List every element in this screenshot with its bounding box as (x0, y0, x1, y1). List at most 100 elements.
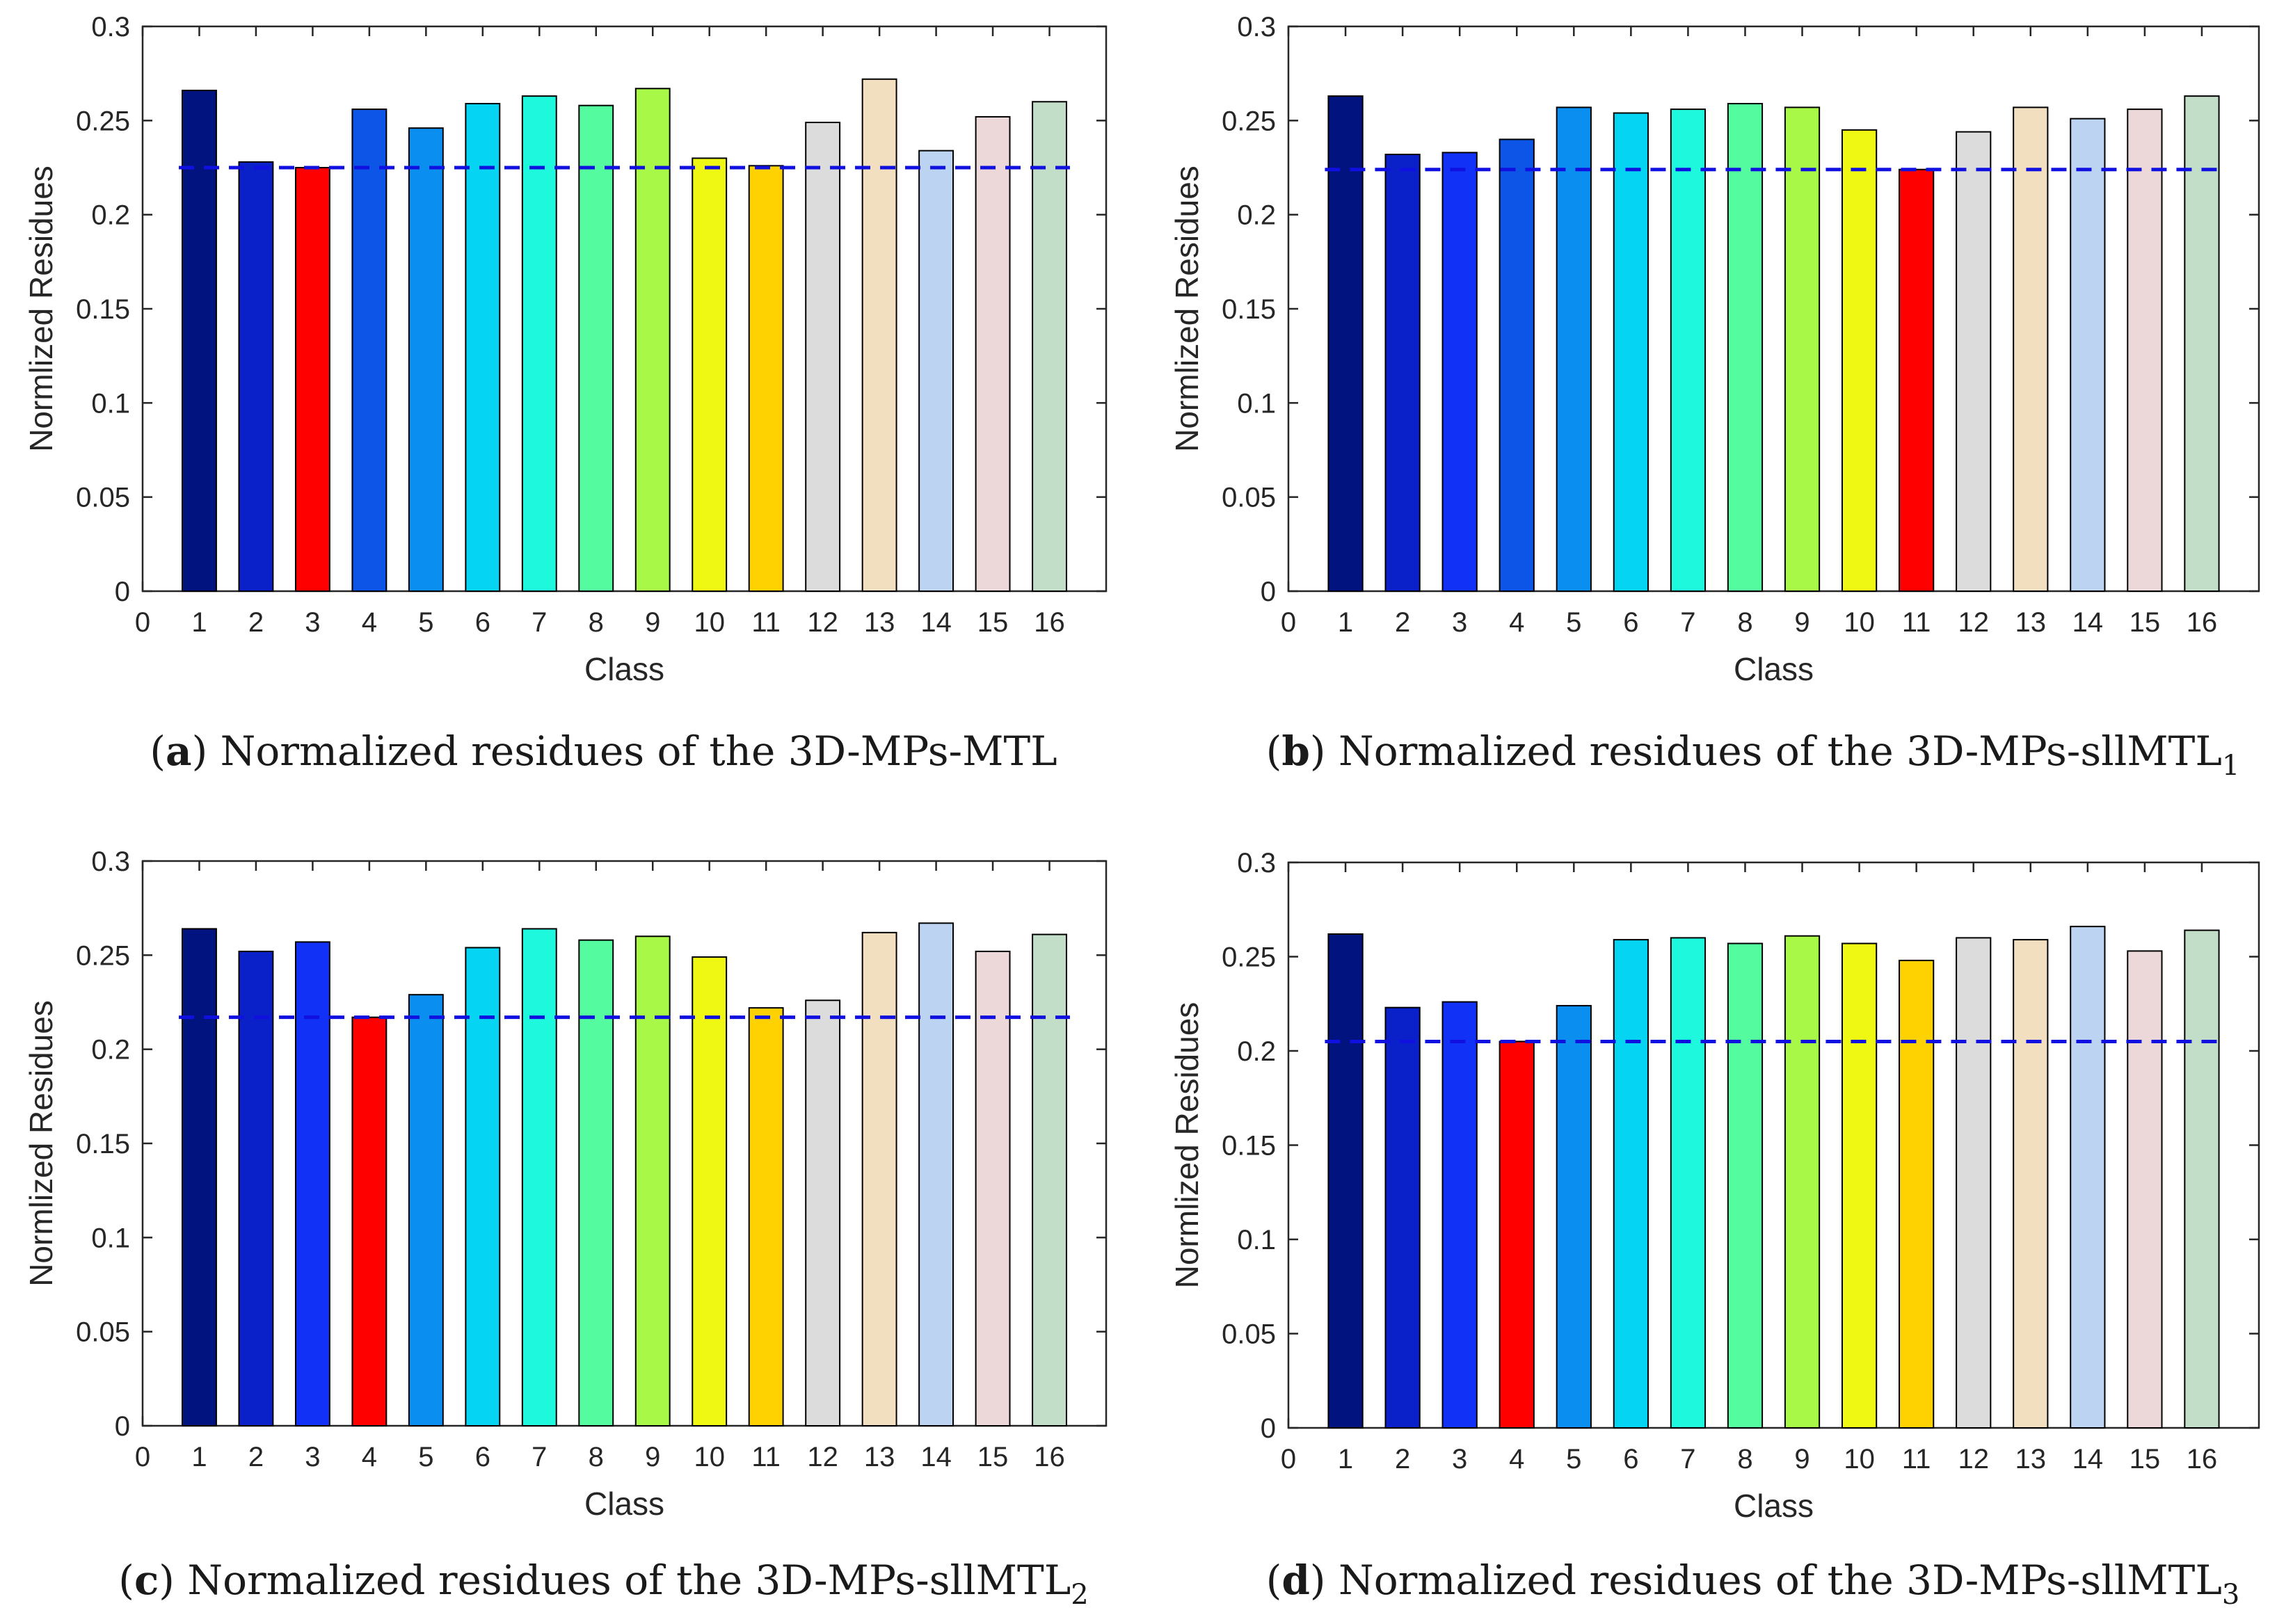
caption-panel-letter: b (1281, 727, 1310, 775)
bar-class-9 (1784, 935, 1821, 1429)
caption-paren-open: ( (1266, 1557, 1282, 1604)
x-tick-label: 12 (1958, 1444, 1989, 1474)
bar-class-11 (1899, 168, 1935, 592)
x-tick-label: 3 (1452, 1444, 1467, 1474)
panel-c: 00.050.10.150.20.250.30 1 2 3 4 5 6 7 8 9 10 11 12 13… (23, 846, 1108, 1611)
y-tick-label: 0.3 (1237, 12, 1276, 42)
x-tick-label: 1 (191, 1442, 207, 1472)
y-tick-label: 0.3 (91, 12, 130, 42)
bar-class-4 (351, 1016, 388, 1426)
plot-area (141, 860, 1108, 1427)
x-tick-label: 4 (1509, 1444, 1524, 1474)
y-tick-label: 0.15 (1222, 294, 1276, 325)
caption-paren-close: ) (1310, 1557, 1339, 1604)
bar-class-7 (1670, 937, 1707, 1429)
bar-class-12 (805, 122, 841, 593)
x-tick-label: 13 (2015, 607, 2047, 638)
bar-class-9 (1784, 106, 1821, 593)
x-tick-label: 7 (532, 1442, 547, 1472)
y-tick-label: 0.3 (91, 846, 130, 877)
y-tick-label: 0.2 (91, 1035, 130, 1066)
y-tick-label: 0 (1261, 1413, 1276, 1444)
plot-area (1287, 861, 2260, 1429)
x-tick-label: 12 (807, 607, 838, 638)
x-tick-label: 14 (920, 607, 952, 638)
x-axis-label: Class (1734, 651, 1814, 687)
bar-class-9 (634, 935, 671, 1427)
y-tick-label: 0.15 (76, 1129, 130, 1159)
bar-class-2 (238, 161, 274, 592)
y-tick-label: 0.2 (91, 200, 130, 231)
x-tick-label: 9 (1794, 1444, 1809, 1474)
caption-text: Normalized residues of the 3D-MPs-sllMTL (187, 1557, 1071, 1604)
x-tick-label: 2 (248, 607, 264, 638)
bar-class-3 (1441, 152, 1478, 592)
y-tick-label: 0.05 (76, 483, 130, 513)
x-tick-label: 6 (1623, 1444, 1638, 1474)
x-tick-label: 1 (1338, 1444, 1353, 1474)
bar-class-6 (1613, 939, 1649, 1429)
x-tick-label: 2 (1395, 607, 1410, 638)
bar-class-15 (975, 950, 1011, 1427)
bar-class-15 (2127, 108, 2163, 593)
x-tick-label: 15 (977, 1442, 1009, 1472)
y-tick-label: 0.05 (1222, 483, 1276, 513)
y-tick-label: 0.25 (1222, 106, 1276, 136)
caption-paren-open: ( (118, 1557, 134, 1604)
y-tick-label: 0.3 (1237, 848, 1276, 878)
bar-class-16 (2184, 929, 2220, 1429)
bar-class-10 (1841, 129, 1878, 593)
x-tick-label: 15 (2130, 1444, 2161, 1474)
bar-class-5 (1556, 106, 1592, 593)
x-tick-label: 4 (1509, 607, 1524, 638)
x-tick-label: 9 (1794, 607, 1809, 638)
bar-class-15 (2127, 950, 2163, 1429)
x-tick-label: 13 (864, 1442, 895, 1472)
x-tick-label: 15 (2130, 607, 2161, 638)
bar-class-14 (2070, 118, 2106, 593)
caption-panel-letter: d (1281, 1557, 1310, 1604)
bar-class-10 (692, 956, 728, 1427)
bar-class-1 (182, 928, 217, 1426)
x-axis-label: Class (1734, 1488, 1814, 1524)
bar-class-10 (1841, 942, 1878, 1429)
panel-caption: (b) Normalized residues of the 3D-MPs-sl… (1266, 727, 2240, 782)
caption-subscript: 3 (2222, 1579, 2239, 1611)
x-tick-label: 14 (920, 1442, 952, 1472)
x-tick-label: 6 (1623, 607, 1638, 638)
caption-text: Normalized residues of the 3D-MPs-sllMTL (1339, 727, 2222, 775)
y-tick-label: 0.1 (1237, 1225, 1276, 1255)
caption-panel-letter: c (134, 1557, 159, 1604)
bar-class-8 (1727, 102, 1764, 592)
caption-subscript: 2 (1071, 1579, 1088, 1611)
bar-class-9 (634, 88, 671, 592)
x-tick-label: 9 (645, 1442, 660, 1472)
x-axis-label: Class (584, 651, 664, 687)
y-tick-label: 0.25 (1222, 942, 1276, 973)
x-tick-label: 16 (2187, 1444, 2218, 1474)
y-axis-label: Normlized Residues (23, 1000, 59, 1287)
bar-class-7 (521, 95, 557, 592)
x-tick-label: 4 (362, 1442, 377, 1472)
caption-subscript: 1 (2222, 750, 2239, 782)
bar-class-4 (1499, 1040, 1535, 1429)
bar-class-5 (408, 994, 444, 1426)
caption-text: Normalized residues of the 3D-MPs-MTL (221, 727, 1057, 775)
x-tick-label: 8 (589, 1442, 604, 1472)
y-tick-label: 0.05 (76, 1317, 130, 1348)
y-tick-label: 0.15 (1222, 1131, 1276, 1161)
x-tick-label: 7 (532, 607, 547, 638)
x-tick-label: 0 (135, 1442, 150, 1472)
x-tick-label: 11 (751, 1442, 781, 1472)
bar-class-3 (294, 167, 330, 592)
bar-class-6 (465, 947, 501, 1427)
x-tick-label: 10 (1844, 607, 1875, 638)
bar-class-3 (294, 941, 330, 1427)
x-tick-label: 4 (362, 607, 377, 638)
x-tick-label: 13 (2015, 1444, 2047, 1474)
x-tick-label: 7 (1680, 1444, 1695, 1474)
caption-paren-open: ( (150, 727, 166, 775)
y-tick-label: 0.15 (76, 294, 130, 325)
x-tick-label: 7 (1680, 607, 1695, 638)
x-tick-label: 6 (475, 1442, 490, 1472)
